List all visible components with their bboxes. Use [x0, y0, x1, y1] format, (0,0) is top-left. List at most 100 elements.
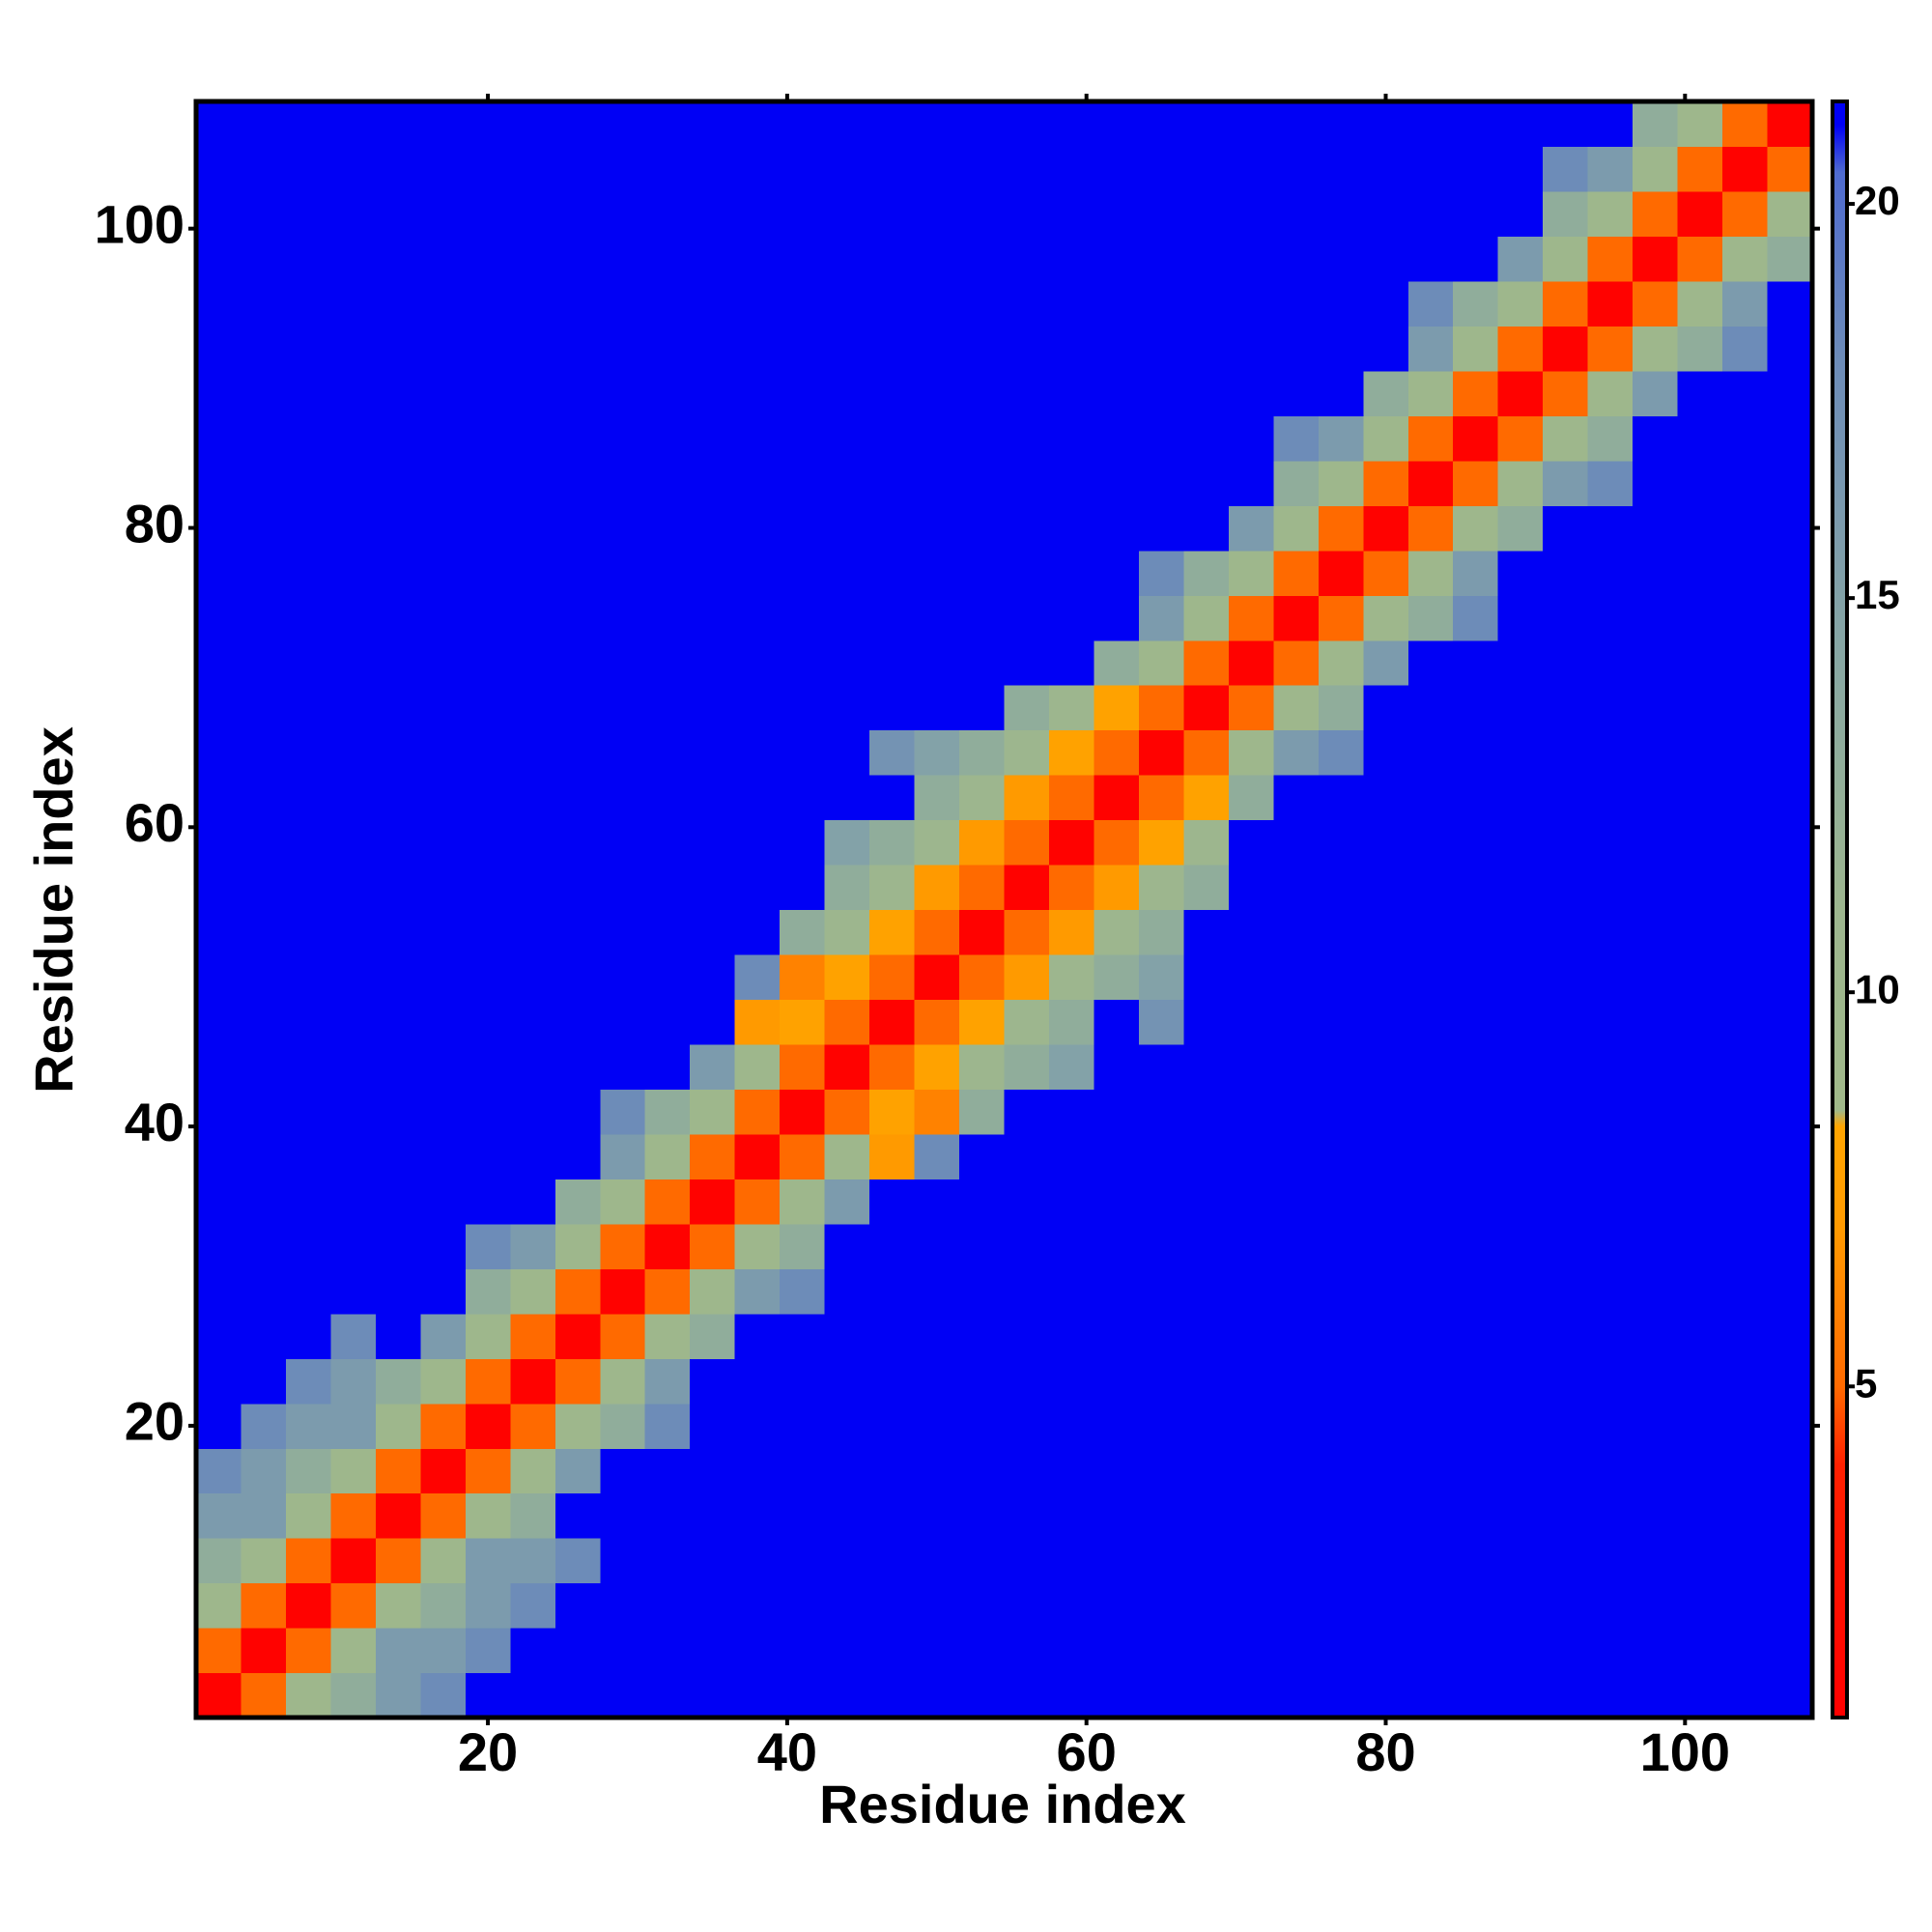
heatmap-cell	[554, 1089, 601, 1135]
heatmap-cell	[914, 865, 960, 911]
heatmap-cell	[1677, 639, 1723, 686]
heatmap-cell	[1004, 909, 1050, 955]
heatmap-cell	[1453, 326, 1499, 372]
heatmap-cell	[959, 1538, 1006, 1584]
heatmap-cell	[285, 415, 332, 462]
heatmap-cell	[465, 639, 511, 686]
heatmap-cell	[1677, 595, 1723, 641]
heatmap-cell	[420, 909, 467, 955]
heatmap-cell	[330, 505, 377, 552]
heatmap-cell	[734, 953, 781, 1001]
heatmap-cell	[1094, 729, 1140, 776]
heatmap-cell	[241, 1448, 287, 1494]
heatmap-cell	[241, 1268, 287, 1315]
heatmap-cell	[1677, 1492, 1723, 1539]
heatmap-cell	[1228, 1492, 1274, 1539]
heatmap-cell	[1363, 909, 1409, 955]
heatmap-cell	[914, 101, 960, 148]
heatmap-cell	[510, 909, 556, 955]
heatmap-cell	[1587, 865, 1634, 911]
heatmap-cell	[644, 1313, 691, 1359]
heatmap-cell	[1453, 685, 1499, 731]
heatmap-cell	[420, 146, 467, 192]
heatmap-cell	[780, 1358, 826, 1405]
heatmap-cell	[196, 146, 242, 192]
heatmap-cell	[959, 999, 1006, 1045]
heatmap-cell	[1722, 1582, 1769, 1629]
heatmap-cell	[1453, 909, 1499, 955]
heatmap-cell	[869, 1492, 916, 1539]
heatmap-cell	[375, 909, 421, 955]
heatmap-cell	[869, 999, 916, 1045]
heatmap-cell	[914, 190, 960, 238]
heatmap-cell	[1677, 370, 1723, 416]
heatmap-cell	[330, 729, 377, 776]
heatmap-cell	[1318, 415, 1364, 462]
heatmap-cell	[1363, 1403, 1409, 1449]
heatmap-cell	[330, 953, 377, 1001]
heatmap-cell	[1633, 1448, 1679, 1494]
heatmap-cell	[420, 1448, 467, 1494]
heatmap-cell	[1633, 775, 1679, 821]
heatmap-cell	[554, 639, 601, 686]
heatmap-cell	[1048, 1313, 1095, 1359]
heatmap-cell	[420, 1403, 467, 1449]
heatmap-cell	[241, 1313, 287, 1359]
heatmap-cell	[375, 1313, 421, 1359]
heatmap-cell	[1543, 953, 1589, 1001]
heatmap-cell	[1228, 101, 1274, 148]
heatmap-cell	[465, 1268, 511, 1315]
heatmap-cell	[1543, 460, 1589, 506]
heatmap-cell	[510, 1628, 556, 1674]
heatmap-cell	[1048, 685, 1095, 731]
heatmap-cell	[1273, 1133, 1320, 1179]
heatmap-cell	[1318, 1672, 1364, 1719]
heatmap-cell	[1318, 326, 1364, 372]
heatmap-cell	[869, 819, 916, 866]
heatmap-cell	[1677, 415, 1723, 462]
heatmap-cell	[1722, 505, 1769, 552]
heatmap-cell	[241, 415, 287, 462]
heatmap-cell	[196, 1268, 242, 1315]
heatmap-cell	[1677, 1403, 1723, 1449]
heatmap-cell	[1407, 999, 1454, 1045]
heatmap-cell	[1363, 1268, 1409, 1315]
heatmap-cell	[1363, 639, 1409, 686]
heatmap-cell	[1453, 639, 1499, 686]
heatmap-cell	[510, 101, 556, 148]
heatmap-cell	[510, 1672, 556, 1719]
heatmap-cell	[1273, 280, 1320, 327]
heatmap-cell	[780, 909, 826, 955]
heatmap-cell	[1543, 146, 1589, 192]
heatmap-cell	[1004, 775, 1050, 821]
heatmap-cell	[690, 190, 736, 238]
heatmap-cell	[824, 1628, 870, 1674]
heatmap-cell	[465, 505, 511, 552]
heatmap-cell	[554, 101, 601, 148]
heatmap-cell	[1363, 101, 1409, 148]
heatmap-cell	[690, 639, 736, 686]
heatmap-cell	[1318, 1448, 1364, 1494]
heatmap-cell	[869, 460, 916, 506]
heatmap-cell	[1228, 639, 1274, 686]
heatmap-cell	[734, 1492, 781, 1539]
heatmap-cell	[1183, 1492, 1230, 1539]
heatmap-cell	[690, 1313, 736, 1359]
heatmap-cell	[1722, 236, 1769, 282]
heatmap-cell	[510, 1358, 556, 1405]
heatmap-cell	[420, 819, 467, 866]
heatmap-cell	[959, 460, 1006, 506]
heatmap-cell	[869, 236, 916, 282]
heatmap-cell	[1318, 999, 1364, 1045]
heatmap-cell	[600, 280, 646, 327]
heatmap-cell	[1228, 415, 1274, 462]
heatmap-cell	[1767, 1223, 1813, 1269]
heatmap-cell	[600, 1089, 646, 1135]
heatmap-cell	[510, 190, 556, 238]
heatmap-cell	[1497, 1538, 1544, 1584]
heatmap-cell	[1633, 460, 1679, 506]
heatmap-cell	[1183, 550, 1230, 596]
heatmap-cell	[600, 460, 646, 506]
heatmap-cell	[869, 190, 916, 238]
